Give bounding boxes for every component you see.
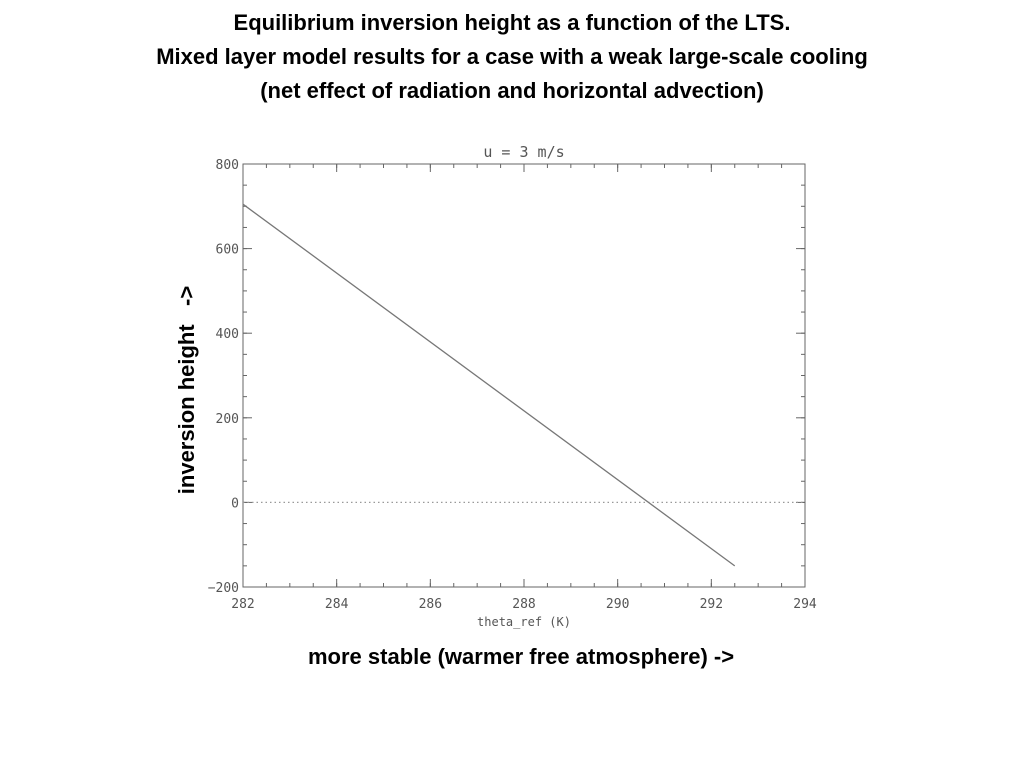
x-tick-label: 292 bbox=[700, 597, 723, 612]
y-tick-label: 200 bbox=[216, 412, 239, 427]
x-annotation: more stable (warmer free atmosphere) -> bbox=[308, 644, 735, 669]
title-line-2: Mixed layer model results for a case wit… bbox=[156, 44, 868, 69]
x-axis-label: theta_ref (K) bbox=[477, 615, 571, 629]
y-tick-label: 0 bbox=[231, 496, 239, 511]
series-line bbox=[242, 203, 736, 567]
x-tick-label: 282 bbox=[231, 597, 254, 612]
y-annotation: inversion height -> bbox=[174, 285, 199, 495]
x-tick-label: 286 bbox=[419, 597, 442, 612]
x-tick-label: 294 bbox=[793, 597, 817, 612]
plot-frame bbox=[242, 163, 806, 588]
x-tick-label: 284 bbox=[325, 597, 349, 612]
title-line-1: Equilibrium inversion height as a functi… bbox=[233, 10, 791, 35]
y-tick-label: 400 bbox=[216, 327, 239, 342]
x-tick-label: 290 bbox=[606, 597, 629, 612]
y-tick-label: 600 bbox=[216, 243, 239, 258]
y-tick-label: 800 bbox=[216, 158, 239, 173]
y-tick-label: −200 bbox=[208, 581, 239, 596]
slide-title: Equilibrium inversion height as a functi… bbox=[0, 6, 1024, 108]
chart-title: u = 3 m/s bbox=[483, 143, 564, 161]
x-tick-label: 288 bbox=[512, 597, 535, 612]
title-line-3: (net effect of radiation and horizontal … bbox=[260, 78, 764, 103]
